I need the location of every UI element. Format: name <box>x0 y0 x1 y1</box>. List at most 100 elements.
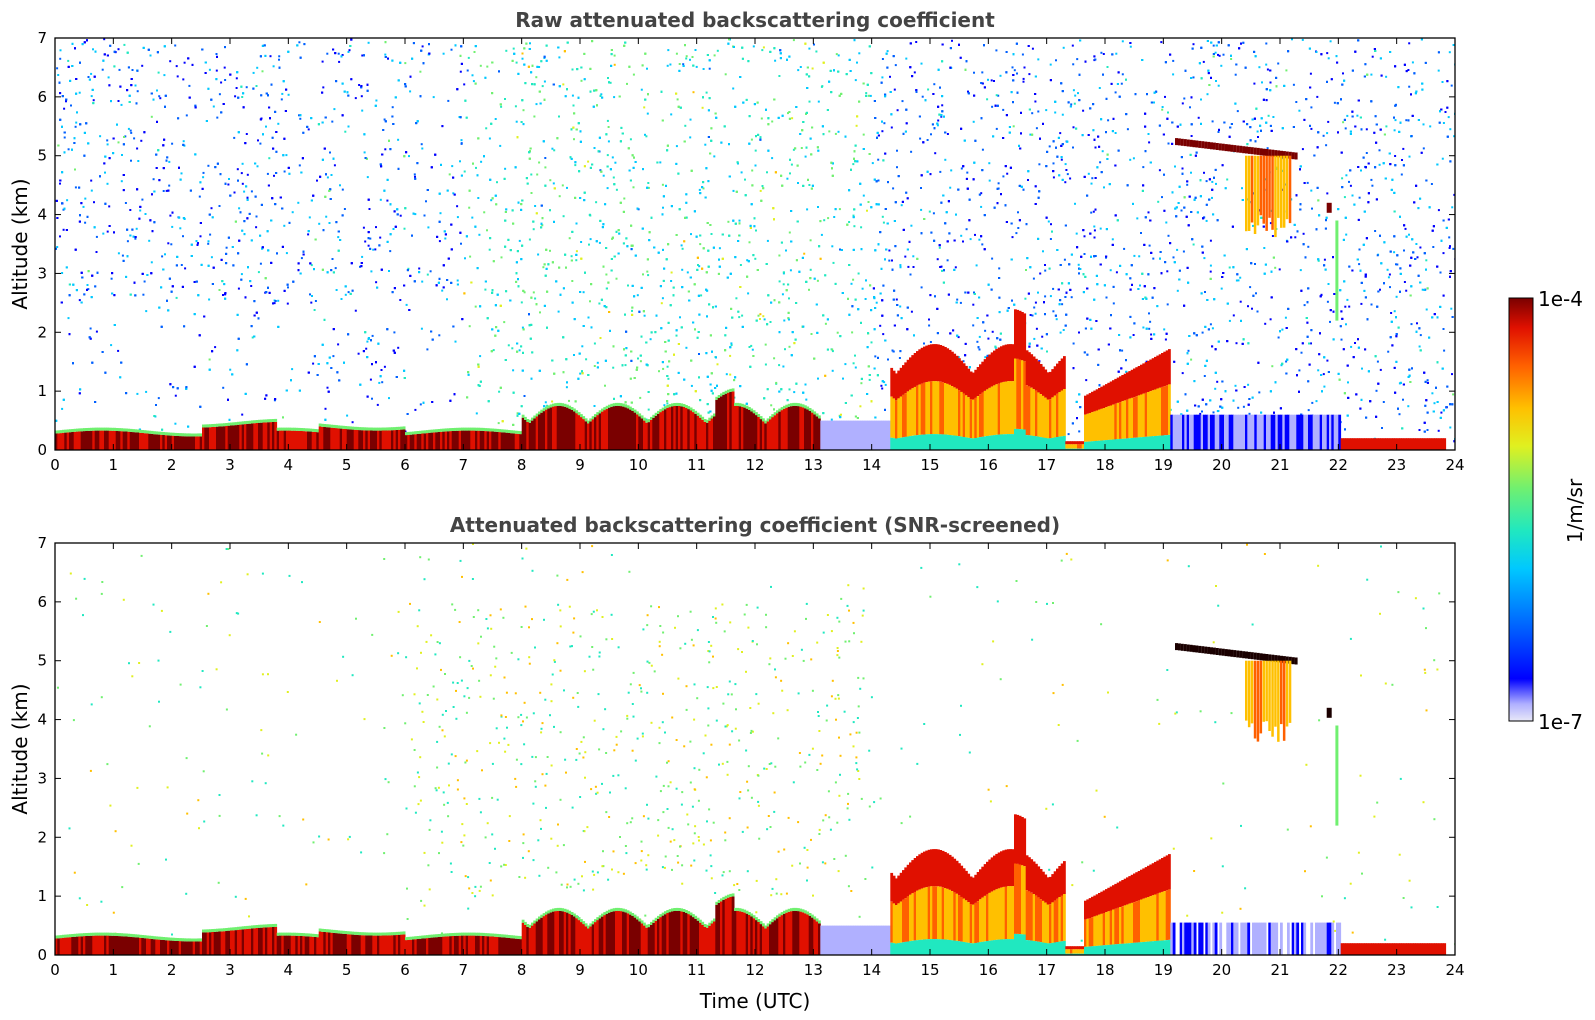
noise-pixel <box>649 338 652 341</box>
noise-pixel <box>613 63 616 66</box>
noise-pixel <box>383 365 386 368</box>
noise-pixel <box>854 354 856 357</box>
noise-pixel <box>325 215 328 218</box>
noise-pixel <box>790 163 793 166</box>
noise-pixel <box>1277 336 1280 339</box>
noise-pixel <box>246 173 249 176</box>
noise-pixel <box>1342 121 1345 124</box>
noise-pixel <box>150 115 153 118</box>
noise-pixel <box>1126 128 1129 131</box>
noise-pixel <box>1451 373 1453 376</box>
noise-pixel <box>477 197 480 199</box>
noise-pixel <box>291 211 294 214</box>
noise-pixel <box>75 121 78 124</box>
noise-pixel <box>460 242 462 245</box>
noise-pixel <box>962 360 965 363</box>
noise-pixel <box>225 246 228 249</box>
noise-pixel <box>337 236 340 239</box>
noise-pixel <box>1322 134 1325 137</box>
noise-pixel <box>1405 289 1408 292</box>
noise-pixel <box>1078 331 1080 334</box>
noise-pixel <box>676 98 679 101</box>
noise-pixel <box>862 133 865 136</box>
noise-pixel <box>497 422 500 425</box>
noise-pixel <box>280 98 283 101</box>
noise-pixel <box>1302 232 1305 235</box>
noise-pixel <box>549 249 551 252</box>
noise-pixel <box>251 336 254 339</box>
noise-pixel <box>241 413 244 416</box>
noise-pixel <box>607 77 609 79</box>
noise-pixel <box>215 69 218 72</box>
noise-pixel <box>1272 116 1275 118</box>
noise-pixel <box>1054 111 1057 114</box>
noise-pixel <box>954 266 957 269</box>
noise-pixel <box>670 271 673 274</box>
noise-pixel <box>429 270 432 273</box>
noise-pixel <box>808 100 811 103</box>
noise-pixel <box>568 399 570 402</box>
noise-pixel <box>1310 342 1312 345</box>
noise-pixel <box>995 127 998 130</box>
noise-pixel <box>1280 364 1283 367</box>
noise-pixel <box>175 296 178 299</box>
noise-pixel <box>1062 46 1065 49</box>
noise-pixel <box>766 171 768 174</box>
noise-pixel <box>210 256 213 259</box>
noise-pixel <box>532 228 535 231</box>
noise-pixel <box>685 55 688 58</box>
noise-pixel <box>1416 322 1418 325</box>
noise-pixel <box>486 229 488 232</box>
noise-pixel <box>257 271 260 274</box>
noise-pixel <box>1242 405 1245 408</box>
noise-pixel <box>1235 279 1238 282</box>
noise-pixel <box>1407 405 1410 408</box>
noise-pixel <box>371 397 373 400</box>
noise-pixel <box>771 120 774 123</box>
noise-pixel <box>403 227 406 230</box>
noise-pixel <box>729 354 732 357</box>
noise-pixel <box>928 324 931 327</box>
noise-pixel <box>87 288 90 291</box>
noise-pixel <box>1422 123 1425 126</box>
noise-pixel <box>354 97 357 100</box>
noise-pixel <box>123 43 126 46</box>
noise-pixel <box>169 60 172 63</box>
noise-pixel <box>1129 45 1132 48</box>
noise-pixel <box>1212 44 1215 47</box>
noise-pixel <box>1031 47 1034 50</box>
noise-pixel <box>174 44 177 47</box>
noise-pixel <box>1099 161 1102 164</box>
noise-pixel <box>725 373 728 376</box>
panel-raw: Raw attenuated backscattering coefficien… <box>8 8 1465 474</box>
noise-pixel <box>984 356 987 359</box>
noise-pixel <box>427 226 430 229</box>
noise-pixel <box>348 49 351 52</box>
noise-pixel <box>101 68 104 71</box>
noise-pixel <box>1361 367 1363 370</box>
noise-pixel <box>1378 163 1381 166</box>
noise-pixel <box>639 396 642 399</box>
noise-pixel <box>1203 257 1206 260</box>
noise-pixel <box>946 133 949 135</box>
noise-pixel <box>250 190 253 193</box>
noise-pixel <box>837 54 840 57</box>
noise-pixel <box>1301 148 1304 151</box>
noise-pixel <box>1340 338 1343 341</box>
noise-pixel <box>1060 158 1063 161</box>
noise-pixel <box>928 318 930 321</box>
noise-pixel <box>157 71 160 74</box>
noise-pixel <box>448 173 451 176</box>
noise-pixel <box>990 79 993 82</box>
noise-pixel <box>337 343 340 346</box>
noise-pixel <box>1101 150 1104 153</box>
noise-pixel <box>784 348 786 351</box>
noise-pixel <box>839 248 841 251</box>
noise-pixel <box>557 310 560 313</box>
noise-pixel <box>1035 327 1038 330</box>
noise-pixel <box>658 370 660 373</box>
noise-pixel <box>346 414 349 417</box>
noise-pixel <box>1398 413 1401 416</box>
noise-pixel <box>553 149 556 152</box>
noise-pixel <box>1176 289 1179 292</box>
